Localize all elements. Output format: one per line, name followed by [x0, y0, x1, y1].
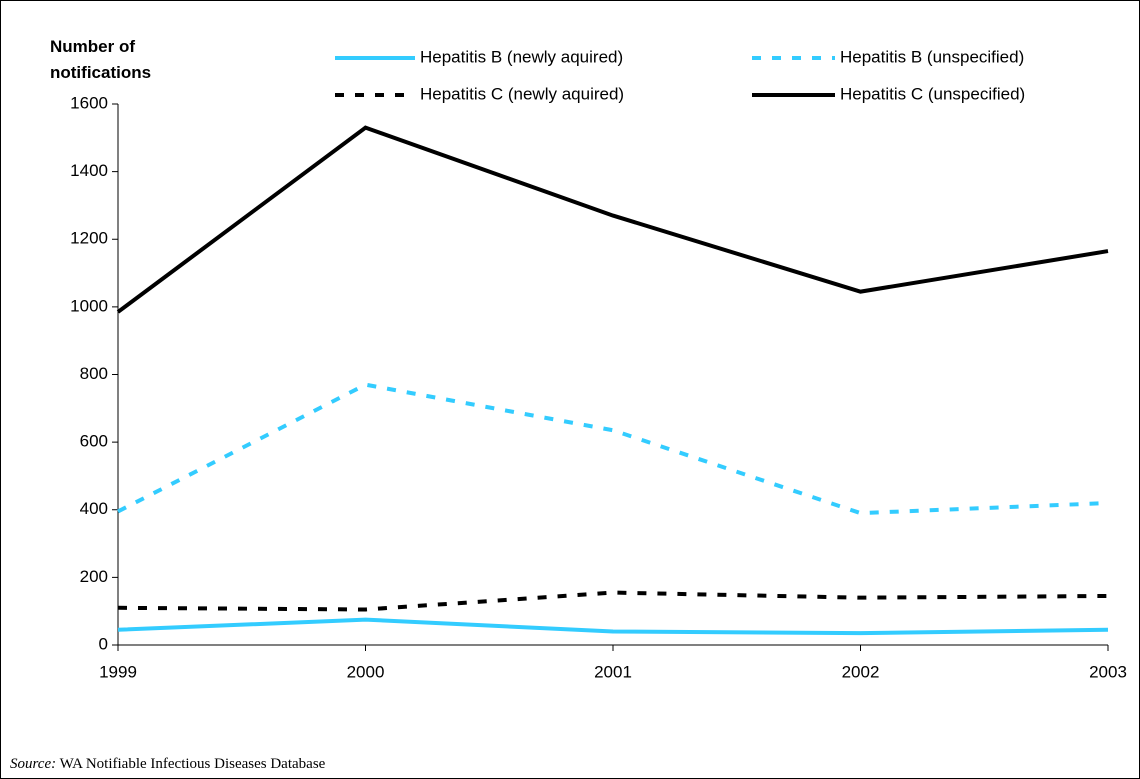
- y-tick-label: 400: [80, 499, 108, 518]
- legend-label: Hepatitis B (unspecified): [840, 47, 1024, 66]
- y-axis-label: Number of notifications: [50, 37, 152, 82]
- legend-label: Hepatitis C (unspecified): [840, 84, 1025, 103]
- source-text: WA Notifiable Infectious Diseases Databa…: [59, 756, 326, 772]
- y-tick-label: 800: [80, 364, 108, 383]
- y-tick-label: 0: [99, 634, 108, 653]
- y-tick-label: 600: [80, 432, 108, 451]
- x-tick-label: 1999: [99, 662, 137, 681]
- x-tick-label: 2002: [842, 662, 880, 681]
- y-tick-label: 200: [80, 567, 108, 586]
- x-tick-label: 2001: [594, 662, 632, 681]
- series-line: [117, 590, 1109, 612]
- x-tick-label: 2000: [347, 662, 385, 681]
- series-line: [117, 617, 1109, 636]
- series-line: [117, 382, 1109, 516]
- legend-label: Hepatitis C (newly aquired): [420, 84, 624, 103]
- series-line: [116, 125, 1109, 314]
- source-label: Source:: [10, 756, 57, 772]
- y-tick-label: 1600: [70, 93, 108, 112]
- y-tick-label: 1000: [70, 296, 108, 315]
- x-tick-label: 2003: [1089, 662, 1127, 681]
- y-tick-label: 1400: [70, 161, 108, 180]
- source-note: Source: WA Notifiable Infectious Disease…: [10, 756, 325, 773]
- legend-label: Hepatitis B (newly aquired): [420, 47, 623, 66]
- y-tick-label: 1200: [70, 229, 108, 248]
